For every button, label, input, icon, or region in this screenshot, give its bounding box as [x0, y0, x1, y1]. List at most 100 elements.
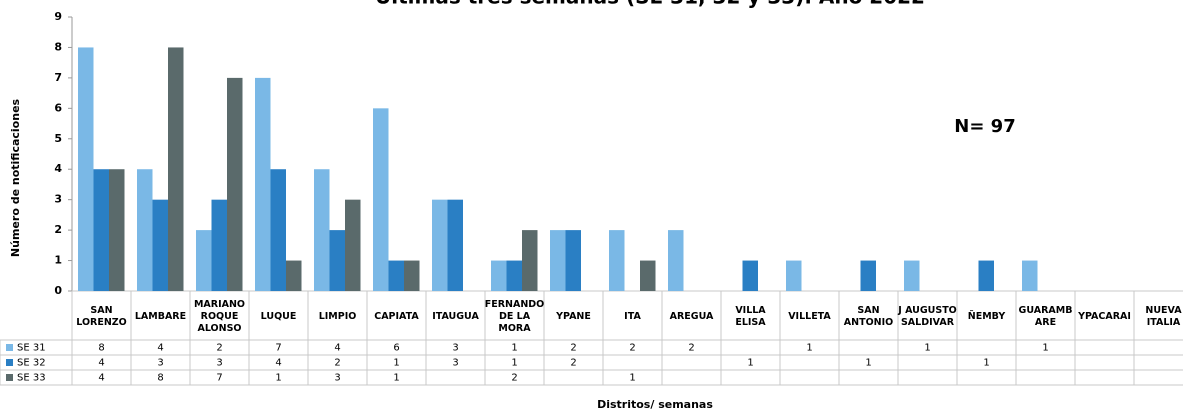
legend-label: SE 33	[17, 373, 46, 384]
y-tick-label: 1	[54, 254, 62, 267]
table-value: 2	[570, 343, 576, 354]
bar	[404, 260, 420, 291]
table-value: 8	[157, 373, 163, 384]
y-tick-label: 5	[54, 132, 62, 145]
x-tick-label: GUARAMB ARE	[1019, 305, 1073, 328]
bar	[137, 169, 153, 291]
bar	[345, 199, 361, 291]
table-value: 2	[629, 343, 635, 354]
bar	[211, 199, 227, 291]
legend-label: SE 31	[17, 343, 46, 354]
bar	[860, 260, 876, 291]
bar	[506, 260, 522, 291]
x-tick-label: YPACARAI	[1077, 311, 1131, 322]
bar	[609, 230, 625, 291]
table-value: 1	[865, 358, 871, 369]
bar	[227, 77, 243, 291]
bar	[78, 47, 94, 291]
bar	[255, 77, 271, 291]
y-tick-label: 6	[54, 101, 62, 114]
x-tick-label: LUQUE	[261, 311, 297, 322]
table-value: 3	[452, 343, 458, 354]
table-value: 1	[806, 343, 812, 354]
legend-label: SE 32	[17, 358, 46, 369]
chart-title: Últimas tres semanas (SE 31, 32 y 33). A…	[375, 0, 925, 9]
bar	[314, 169, 330, 291]
bar	[373, 108, 389, 291]
table-value: 4	[157, 343, 163, 354]
bar	[109, 169, 125, 291]
table-value: 4	[98, 358, 104, 369]
bar	[668, 230, 684, 291]
table-value: 2	[216, 343, 222, 354]
x-tick-label: ITAUGUA	[432, 311, 479, 322]
bar	[329, 230, 345, 291]
y-tick-label: 7	[54, 71, 62, 84]
x-tick-label: VILLA ELISA	[735, 305, 766, 328]
bar	[93, 169, 109, 291]
bar	[786, 260, 802, 291]
x-tick-label: ITA	[624, 311, 641, 322]
table-value: 1	[393, 358, 399, 369]
y-tick-label: 2	[54, 223, 62, 236]
bar	[742, 260, 758, 291]
legend-swatch	[6, 344, 13, 351]
x-tick-label: FERNANDO DE LA MORA	[485, 299, 545, 334]
table-value: 1	[511, 358, 517, 369]
table-value: 3	[452, 358, 458, 369]
x-tick-label: SAN ANTONIO	[844, 305, 893, 328]
table-value: 7	[216, 373, 222, 384]
table-value: 7	[275, 343, 281, 354]
table-value: 1	[924, 343, 930, 354]
table-value: 2	[511, 373, 517, 384]
y-axis-label: Número de notificaciones	[9, 98, 22, 257]
table-value: 1	[275, 373, 281, 384]
table-value: 1	[511, 343, 517, 354]
bar	[388, 260, 404, 291]
x-tick-label: SAN LORENZO	[76, 305, 127, 328]
bar	[550, 230, 566, 291]
bar	[565, 230, 581, 291]
x-tick-label: ÑEMBY	[968, 311, 1006, 322]
bar	[978, 260, 994, 291]
table-value: 2	[688, 343, 694, 354]
bar	[168, 47, 184, 291]
y-tick-label: 8	[54, 40, 62, 53]
bar	[196, 230, 212, 291]
bar	[447, 199, 463, 291]
bar	[904, 260, 920, 291]
table-value: 6	[393, 343, 399, 354]
x-axis-label: Distritos/ semanas	[597, 398, 713, 411]
y-tick-label: 9	[54, 10, 62, 23]
x-tick-label: CAPIATA	[374, 311, 419, 322]
x-tick-label: VILLETA	[788, 311, 831, 322]
table-value: 3	[216, 358, 222, 369]
y-tick-label: 4	[54, 162, 62, 175]
table-value: 4	[275, 358, 281, 369]
x-tick-label: J AUGUSTO SALDIVAR	[897, 305, 957, 328]
bar	[152, 199, 168, 291]
bar	[491, 260, 507, 291]
annotation: N= 97	[954, 116, 1015, 137]
x-tick-label: LAMBARE	[135, 311, 186, 322]
table-value: 1	[629, 373, 635, 384]
table-value: 4	[334, 343, 340, 354]
bar	[1022, 260, 1038, 291]
y-tick-label: 0	[54, 284, 62, 297]
table-value: 4	[98, 373, 104, 384]
table-value: 3	[157, 358, 163, 369]
table-value: 1	[393, 373, 399, 384]
x-tick-label: LIMPIO	[319, 311, 357, 322]
table-value: 1	[747, 358, 753, 369]
bar	[640, 260, 656, 291]
x-tick-label: YPANE	[555, 311, 591, 322]
bar	[432, 199, 448, 291]
table-value: 1	[1042, 343, 1048, 354]
table-value: 8	[98, 343, 104, 354]
legend-swatch	[6, 374, 13, 381]
table-value: 2	[334, 358, 340, 369]
x-tick-label: NUEVA ITALIA	[1145, 305, 1182, 328]
table-value: 2	[570, 358, 576, 369]
table-value: 3	[334, 373, 340, 384]
x-tick-label: MARIANO ROQUE ALONSO	[194, 299, 245, 334]
